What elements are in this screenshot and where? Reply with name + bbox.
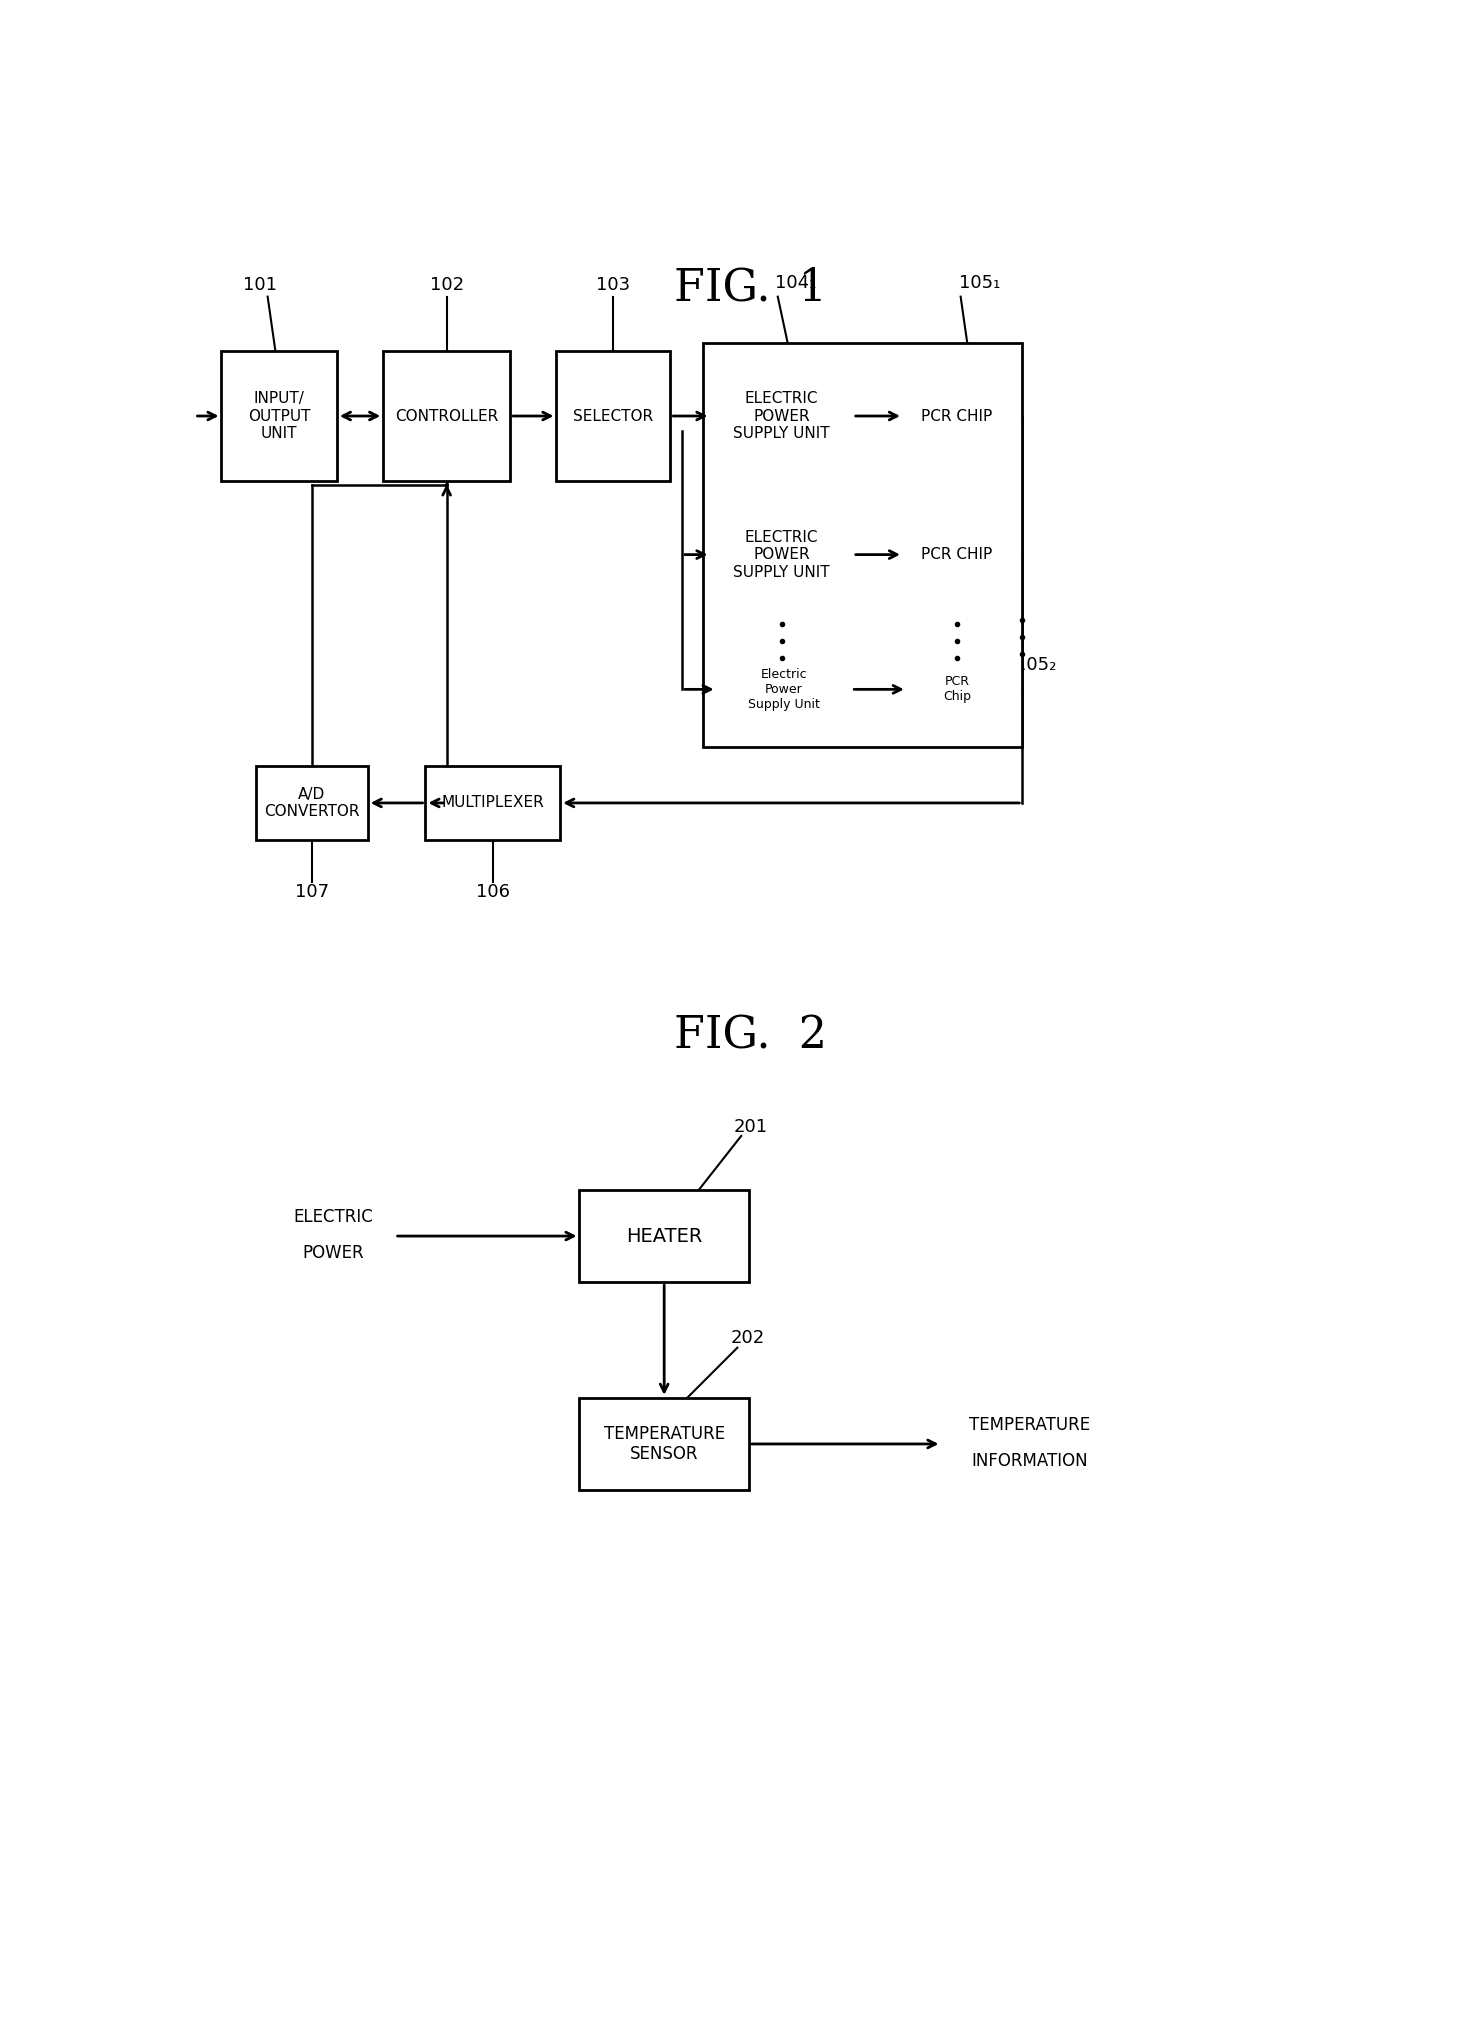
Text: MULTIPLEXER: MULTIPLEXER	[441, 795, 544, 811]
Text: TEMPERATURE: TEMPERATURE	[970, 1416, 1090, 1434]
Bar	[221, 350, 337, 481]
Text: A/D
CONVERTOR: A/D CONVERTOR	[264, 787, 360, 819]
Text: ELECTRIC: ELECTRIC	[293, 1208, 374, 1226]
Bar	[557, 350, 671, 481]
Text: 105₁: 105₁	[960, 273, 1001, 291]
Bar	[256, 767, 368, 840]
Text: 103: 103	[596, 275, 630, 293]
Bar	[703, 342, 1023, 746]
Bar	[384, 350, 510, 481]
Text: 101: 101	[243, 275, 277, 293]
Text: SELECTOR: SELECTOR	[573, 409, 653, 423]
Polygon shape	[716, 643, 851, 736]
Text: 202: 202	[730, 1329, 765, 1347]
Polygon shape	[907, 647, 1006, 732]
Text: TEMPERATURE
SENSOR: TEMPERATURE SENSOR	[604, 1424, 725, 1463]
Bar	[425, 767, 560, 840]
Text: Electric
Power
Supply Unit: Electric Power Supply Unit	[749, 668, 820, 710]
Bar	[711, 504, 853, 605]
Text: ELECTRIC
POWER
SUPPLY UNIT: ELECTRIC POWER SUPPLY UNIT	[734, 390, 831, 441]
Bar	[902, 504, 1011, 605]
Text: POWER: POWER	[302, 1244, 363, 1262]
Text: INPUT/
OUTPUT
UNIT: INPUT/ OUTPUT UNIT	[248, 390, 311, 441]
Text: 105₂: 105₂	[1015, 655, 1056, 674]
Text: 104₁: 104₁	[775, 273, 816, 291]
Bar	[711, 350, 853, 481]
Text: ELECTRIC
POWER
SUPPLY UNIT: ELECTRIC POWER SUPPLY UNIT	[734, 530, 831, 579]
Text: CONTROLLER: CONTROLLER	[396, 409, 498, 423]
Text: 106: 106	[476, 882, 510, 900]
Text: 104₂: 104₂	[850, 655, 891, 674]
Bar	[902, 350, 1011, 481]
Text: PCR CHIP: PCR CHIP	[921, 546, 992, 562]
Text: 105(N): 105(N)	[968, 621, 1021, 635]
Bar	[580, 1190, 749, 1283]
Text: 201: 201	[734, 1119, 768, 1135]
Text: PCR CHIP: PCR CHIP	[921, 409, 992, 423]
Text: FIG.  1: FIG. 1	[674, 265, 826, 310]
Bar	[580, 1398, 749, 1491]
Text: 102: 102	[429, 275, 464, 293]
Text: INFORMATION: INFORMATION	[971, 1453, 1088, 1471]
Text: PCR
Chip: PCR Chip	[943, 676, 971, 704]
Text: 104(N): 104(N)	[776, 615, 829, 629]
Text: HEATER: HEATER	[626, 1226, 702, 1246]
Text: FIG.  2: FIG. 2	[674, 1014, 826, 1058]
Text: 107: 107	[294, 882, 330, 900]
